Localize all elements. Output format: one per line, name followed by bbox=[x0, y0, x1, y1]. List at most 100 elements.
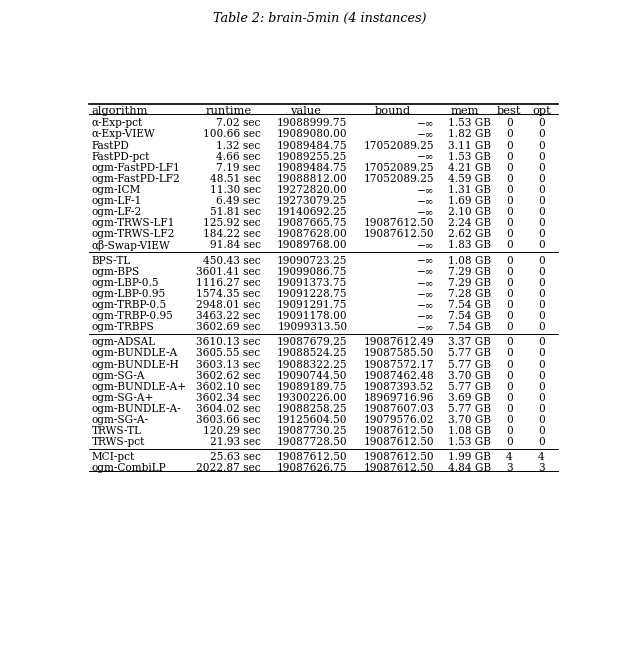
Text: 19087393.52: 19087393.52 bbox=[364, 382, 434, 392]
Text: BPS-TL: BPS-TL bbox=[92, 255, 131, 265]
Text: −∞: −∞ bbox=[417, 322, 434, 332]
Text: ogm-BUNDLE-A: ogm-BUNDLE-A bbox=[92, 348, 178, 358]
Text: −∞: −∞ bbox=[417, 185, 434, 195]
Text: −∞: −∞ bbox=[417, 278, 434, 287]
Text: 4.84 GB: 4.84 GB bbox=[448, 464, 491, 474]
Text: 0: 0 bbox=[538, 119, 545, 129]
Text: 2948.01 sec: 2948.01 sec bbox=[196, 300, 260, 310]
Text: 0: 0 bbox=[538, 196, 545, 206]
Text: 3603.66 sec: 3603.66 sec bbox=[196, 415, 260, 425]
Text: ogm-LBP-0.95: ogm-LBP-0.95 bbox=[92, 289, 166, 299]
Text: −∞: −∞ bbox=[417, 151, 434, 161]
Text: 21.93 sec: 21.93 sec bbox=[210, 437, 260, 447]
Text: 0: 0 bbox=[538, 255, 545, 265]
Text: 0: 0 bbox=[506, 174, 513, 184]
Text: 3.37 GB: 3.37 GB bbox=[448, 337, 491, 347]
Text: 0: 0 bbox=[506, 278, 513, 287]
Text: 3610.13 sec: 3610.13 sec bbox=[196, 337, 260, 347]
Text: 5.77 GB: 5.77 GB bbox=[448, 404, 491, 414]
Text: 0: 0 bbox=[506, 185, 513, 195]
Text: 0: 0 bbox=[506, 393, 513, 403]
Text: α-Exp-pct: α-Exp-pct bbox=[92, 119, 143, 129]
Text: ogm-LBP-0.5: ogm-LBP-0.5 bbox=[92, 278, 159, 287]
Text: 0: 0 bbox=[506, 129, 513, 139]
Text: 0: 0 bbox=[538, 278, 545, 287]
Text: algorithm: algorithm bbox=[92, 106, 148, 116]
Text: 0: 0 bbox=[506, 371, 513, 381]
Text: ogm-TRBP-0.5: ogm-TRBP-0.5 bbox=[92, 300, 166, 310]
Text: ogm-TRWS-LF2: ogm-TRWS-LF2 bbox=[92, 229, 175, 239]
Text: MCI-pct: MCI-pct bbox=[92, 452, 134, 462]
Text: 120.29 sec: 120.29 sec bbox=[203, 426, 260, 436]
Text: 19089189.75: 19089189.75 bbox=[277, 382, 348, 392]
Text: 25.63 sec: 25.63 sec bbox=[210, 452, 260, 462]
Text: 19087612.50: 19087612.50 bbox=[364, 218, 434, 228]
Text: mem: mem bbox=[451, 106, 479, 116]
Text: 19273079.25: 19273079.25 bbox=[277, 196, 348, 206]
Text: αβ-Swap-VIEW: αβ-Swap-VIEW bbox=[92, 241, 170, 251]
Text: 19087728.50: 19087728.50 bbox=[276, 437, 348, 447]
Text: 91.84 sec: 91.84 sec bbox=[209, 241, 260, 251]
Text: 19087628.00: 19087628.00 bbox=[276, 229, 348, 239]
Text: ogm-BPS: ogm-BPS bbox=[92, 267, 140, 277]
Text: 19087585.50: 19087585.50 bbox=[364, 348, 434, 358]
Text: ogm-TRWS-LF1: ogm-TRWS-LF1 bbox=[92, 218, 175, 228]
Text: 0: 0 bbox=[506, 151, 513, 161]
Text: 7.28 GB: 7.28 GB bbox=[448, 289, 491, 299]
Text: 19090744.50: 19090744.50 bbox=[277, 371, 348, 381]
Text: ogm-SG-A-: ogm-SG-A- bbox=[92, 415, 148, 425]
Text: 19088812.00: 19088812.00 bbox=[276, 174, 348, 184]
Text: ogm-LF-2: ogm-LF-2 bbox=[92, 207, 141, 217]
Text: ogm-FastPD-LF1: ogm-FastPD-LF1 bbox=[92, 163, 180, 173]
Text: 48.51 sec: 48.51 sec bbox=[209, 174, 260, 184]
Text: 19088524.25: 19088524.25 bbox=[277, 348, 348, 358]
Text: 3.70 GB: 3.70 GB bbox=[448, 371, 491, 381]
Text: 0: 0 bbox=[506, 382, 513, 392]
Text: TRWS-TL: TRWS-TL bbox=[92, 426, 141, 436]
Text: 7.54 GB: 7.54 GB bbox=[448, 300, 491, 310]
Text: 0: 0 bbox=[506, 241, 513, 251]
Text: 51.81 sec: 51.81 sec bbox=[209, 207, 260, 217]
Text: 0: 0 bbox=[538, 322, 545, 332]
Text: −∞: −∞ bbox=[417, 300, 434, 310]
Text: 19099313.50: 19099313.50 bbox=[277, 322, 348, 332]
Text: 19089484.75: 19089484.75 bbox=[277, 163, 348, 173]
Text: 4: 4 bbox=[538, 452, 545, 462]
Text: −∞: −∞ bbox=[417, 119, 434, 129]
Text: 1116.27 sec: 1116.27 sec bbox=[196, 278, 260, 287]
Text: 19125604.50: 19125604.50 bbox=[277, 415, 348, 425]
Text: 2.62 GB: 2.62 GB bbox=[448, 229, 491, 239]
Text: 4.66 sec: 4.66 sec bbox=[216, 151, 260, 161]
Text: −∞: −∞ bbox=[417, 196, 434, 206]
Text: 1574.35 sec: 1574.35 sec bbox=[196, 289, 260, 299]
Text: 1.53 GB: 1.53 GB bbox=[448, 151, 491, 161]
Text: 19087679.25: 19087679.25 bbox=[277, 337, 348, 347]
Text: 3605.55 sec: 3605.55 sec bbox=[196, 348, 260, 358]
Text: 0: 0 bbox=[506, 196, 513, 206]
Text: 7.54 GB: 7.54 GB bbox=[448, 322, 491, 332]
Text: 0: 0 bbox=[506, 404, 513, 414]
Text: 1.31 GB: 1.31 GB bbox=[448, 185, 491, 195]
Text: 0: 0 bbox=[538, 141, 545, 151]
Text: 17052089.25: 17052089.25 bbox=[364, 163, 434, 173]
Text: 1.83 GB: 1.83 GB bbox=[448, 241, 491, 251]
Text: 0: 0 bbox=[538, 415, 545, 425]
Text: 17052089.25: 17052089.25 bbox=[364, 141, 434, 151]
Text: 3601.41 sec: 3601.41 sec bbox=[196, 267, 260, 277]
Text: 3.70 GB: 3.70 GB bbox=[448, 415, 491, 425]
Text: 3.11 GB: 3.11 GB bbox=[448, 141, 491, 151]
Text: 1.53 GB: 1.53 GB bbox=[448, 437, 491, 447]
Text: 19089255.25: 19089255.25 bbox=[277, 151, 348, 161]
Text: 0: 0 bbox=[538, 241, 545, 251]
Text: 17052089.25: 17052089.25 bbox=[364, 174, 434, 184]
Text: 3.69 GB: 3.69 GB bbox=[448, 393, 491, 403]
Text: 0: 0 bbox=[538, 267, 545, 277]
Text: 0: 0 bbox=[506, 311, 513, 321]
Text: −∞: −∞ bbox=[417, 267, 434, 277]
Text: 19087612.49: 19087612.49 bbox=[364, 337, 434, 347]
Text: 19088322.25: 19088322.25 bbox=[277, 360, 348, 369]
Text: −∞: −∞ bbox=[417, 241, 434, 251]
Text: runtime: runtime bbox=[206, 106, 252, 116]
Text: 19089080.00: 19089080.00 bbox=[276, 129, 348, 139]
Text: ogm-TRBP-0.95: ogm-TRBP-0.95 bbox=[92, 311, 173, 321]
